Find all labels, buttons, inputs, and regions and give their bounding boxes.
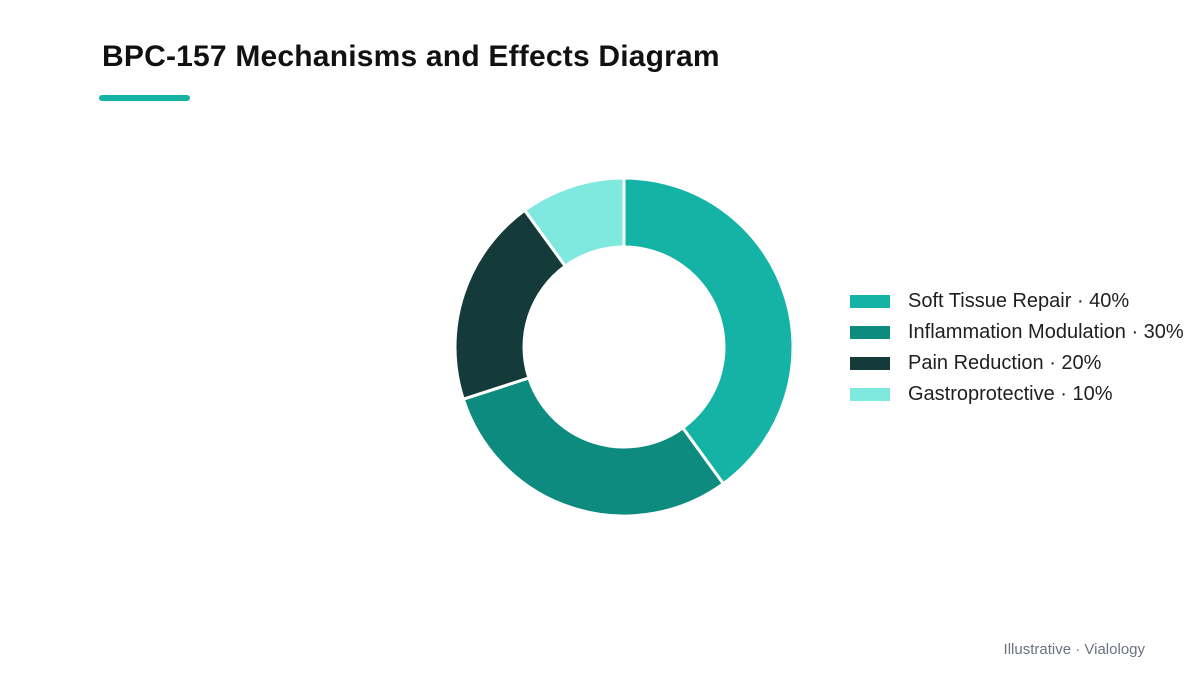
legend-label: Inflammation Modulation · 30%: [908, 321, 1184, 343]
chart-title: BPC-157 Mechanisms and Effects Diagram: [102, 40, 720, 73]
legend-swatch: [850, 326, 890, 339]
title-accent-underline: [99, 95, 190, 101]
legend-item-inflammation-modulation: Inflammation Modulation · 30%: [850, 317, 1200, 348]
legend-label: Soft Tissue Repair · 40%: [908, 290, 1130, 312]
source-footer: Illustrative · Vialology: [1003, 641, 1145, 658]
legend-item-gastroprotective: Gastroprotective · 10%: [850, 379, 1200, 410]
legend-swatch: [850, 388, 890, 401]
legend-item-pain-reduction: Pain Reduction · 20%: [850, 348, 1200, 379]
legend-label: Pain Reduction · 20%: [908, 352, 1102, 374]
donut-slice-gastroprotective: [523, 176, 626, 268]
donut-slice-inflammation-modulation: [461, 376, 725, 518]
chart-legend: Soft Tissue Repair · 40% Inflammation Mo…: [850, 286, 1200, 410]
donut-slice-soft-tissue-repair: [622, 176, 795, 486]
legend-label: Gastroprotective · 10%: [908, 383, 1113, 405]
legend-swatch: [850, 357, 890, 370]
legend-swatch: [850, 295, 890, 308]
legend-item-soft-tissue-repair: Soft Tissue Repair · 40%: [850, 286, 1200, 317]
